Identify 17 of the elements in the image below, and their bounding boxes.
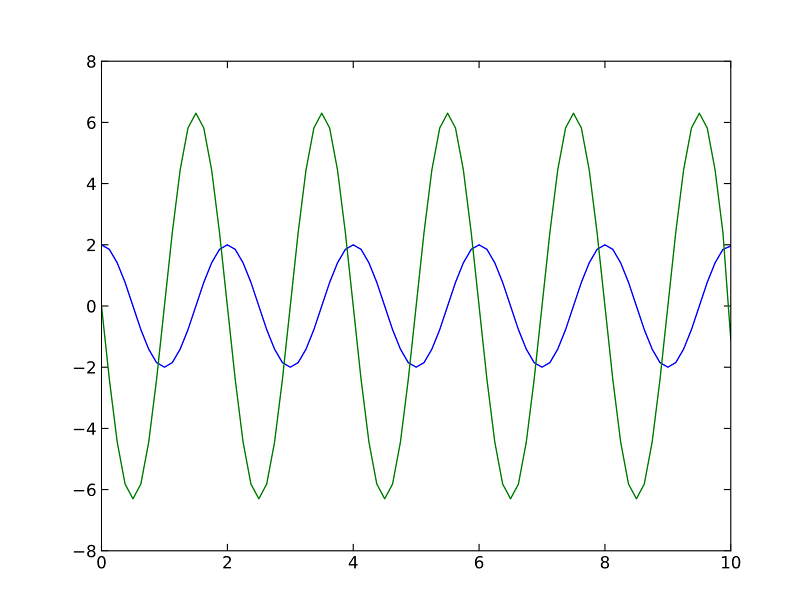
x-tick-label: 8	[600, 556, 610, 569]
y-tick-label: 8	[87, 55, 96, 68]
x-tick-label: 10	[722, 556, 740, 569]
line-series	[102, 244, 731, 368]
x-tick-label: 6	[474, 556, 484, 569]
y-tick-label: 2	[87, 238, 95, 252]
y-tick-label: −2	[74, 361, 95, 374]
y-tick-label: −6	[74, 484, 96, 496]
x-tick-label: 4	[348, 556, 358, 568]
y-tick-label: 0	[87, 300, 96, 313]
x-tick-label: 2	[223, 556, 231, 568]
y-tick-label: −4	[74, 422, 96, 435]
y-tick-label: −8	[74, 544, 96, 558]
line-series	[102, 112, 731, 500]
x-tick-label: 0	[97, 556, 106, 569]
y-tick-label: 6	[87, 116, 96, 129]
y-tick-label: 4	[86, 178, 96, 190]
